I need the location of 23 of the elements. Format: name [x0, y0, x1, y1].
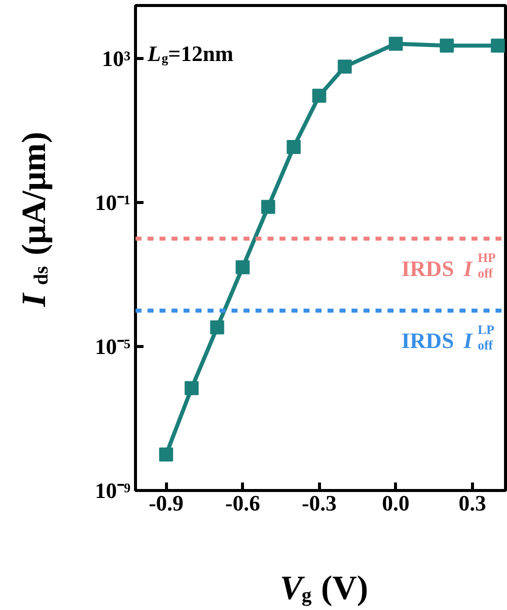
point [210, 320, 224, 334]
y-tick-label: 10⁻⁹ [94, 478, 131, 503]
x-tick-label: 0.3 [458, 490, 486, 516]
y-tick-label: 10⁻¹ [94, 190, 131, 216]
point [261, 200, 276, 214]
point [490, 38, 505, 53]
x-tick-label: -0.9 [148, 490, 184, 516]
x-tick-label: 0.0 [382, 490, 410, 516]
x-axis-title: Vg (V) [280, 570, 368, 607]
y-tick-label: 10⁻⁵ [94, 334, 131, 360]
point [388, 36, 403, 51]
y-axis-title: Ids (μA/μm) [16, 132, 53, 308]
x-tick-label: -0.6 [225, 490, 260, 516]
point [440, 38, 454, 53]
x-tick-label: -0.3 [302, 490, 337, 516]
annotation: Lg=12nm [146, 41, 234, 66]
point [286, 140, 301, 154]
point [236, 260, 250, 274]
y-tick-label: 10³ [102, 46, 131, 72]
point [338, 60, 352, 74]
point [159, 448, 174, 462]
point [312, 88, 326, 103]
point [184, 381, 199, 396]
